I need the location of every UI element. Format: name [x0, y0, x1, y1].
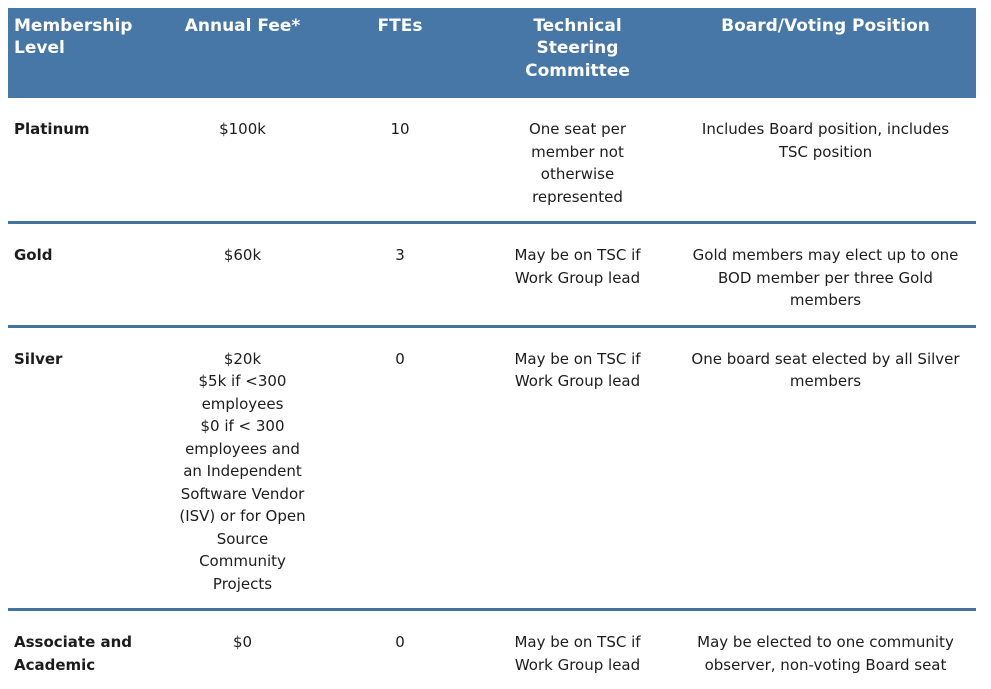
cell-tsc: May be on TSC if Work Group lead [480, 326, 675, 610]
fee-line: $0 if < 300 employees and an Independent… [179, 415, 307, 595]
board-text: Includes Board position, includes TSC po… [685, 118, 966, 163]
cell-level: Associate and Academic [8, 610, 165, 689]
tsc-text: May be on TSC if Work Group lead [512, 348, 644, 393]
fee-line: $100k [179, 118, 307, 141]
cell-board: May be elected to one community observer… [675, 610, 976, 689]
row-platinum: Platinum $100k 10 One seat per member no… [8, 98, 976, 223]
col-header-annual-fee-label: Annual Fee* [185, 16, 301, 36]
cell-level: Gold [8, 223, 165, 327]
cell-board: Includes Board position, includes TSC po… [675, 98, 976, 223]
cell-tsc: May be on TSC if Work Group lead [480, 223, 675, 327]
cell-board: One board seat elected by all Silver mem… [675, 326, 976, 610]
col-header-annual-fee: Annual Fee* [165, 8, 320, 98]
cell-board: Gold members may elect up to one BOD mem… [675, 223, 976, 327]
cell-ftes: 0 [320, 326, 480, 610]
row-associate-academic: Associate and Academic $0 0 May be on TS… [8, 610, 976, 689]
fee-line: $0 [179, 631, 307, 654]
cell-annual-fee: $60k [165, 223, 320, 327]
cell-annual-fee: $20k $5k if <300 employees $0 if < 300 e… [165, 326, 320, 610]
cell-level: Silver [8, 326, 165, 610]
board-text: Gold members may elect up to one BOD mem… [685, 244, 966, 312]
col-header-board-label: Board/Voting Position [721, 16, 930, 36]
fee-line: $20k [179, 348, 307, 371]
col-header-tsc: Technical Steering Committee [480, 8, 675, 98]
col-header-membership-level-label: Membership Level [14, 15, 144, 60]
board-text: One board seat elected by all Silver mem… [685, 348, 966, 393]
board-text: May be elected to one community observer… [685, 631, 966, 676]
fee-line: $5k if <300 employees [179, 370, 307, 415]
col-header-board: Board/Voting Position [675, 8, 976, 98]
col-header-ftes: FTEs [320, 8, 480, 98]
tsc-text: May be on TSC if Work Group lead [512, 631, 644, 676]
cell-annual-fee: $100k [165, 98, 320, 223]
row-gold: Gold $60k 3 May be on TSC if Work Group … [8, 223, 976, 327]
table-header-row: Membership Level Annual Fee* FTEs Techni… [8, 8, 976, 98]
membership-table-container: Membership Level Annual Fee* FTEs Techni… [8, 8, 976, 689]
col-header-membership-level: Membership Level [8, 8, 165, 98]
tsc-text: One seat per member not otherwise repres… [512, 118, 644, 208]
row-silver: Silver $20k $5k if <300 employees $0 if … [8, 326, 976, 610]
cell-tsc: One seat per member not otherwise repres… [480, 98, 675, 223]
cell-annual-fee: $0 [165, 610, 320, 689]
cell-tsc: May be on TSC if Work Group lead [480, 610, 675, 689]
col-header-ftes-label: FTEs [378, 16, 423, 36]
cell-ftes: 3 [320, 223, 480, 327]
fee-line: $60k [179, 244, 307, 267]
cell-ftes: 10 [320, 98, 480, 223]
membership-table: Membership Level Annual Fee* FTEs Techni… [8, 8, 976, 689]
col-header-tsc-label: Technical Steering Committee [518, 15, 638, 82]
cell-ftes: 0 [320, 610, 480, 689]
cell-level: Platinum [8, 98, 165, 223]
tsc-text: May be on TSC if Work Group lead [512, 244, 644, 289]
